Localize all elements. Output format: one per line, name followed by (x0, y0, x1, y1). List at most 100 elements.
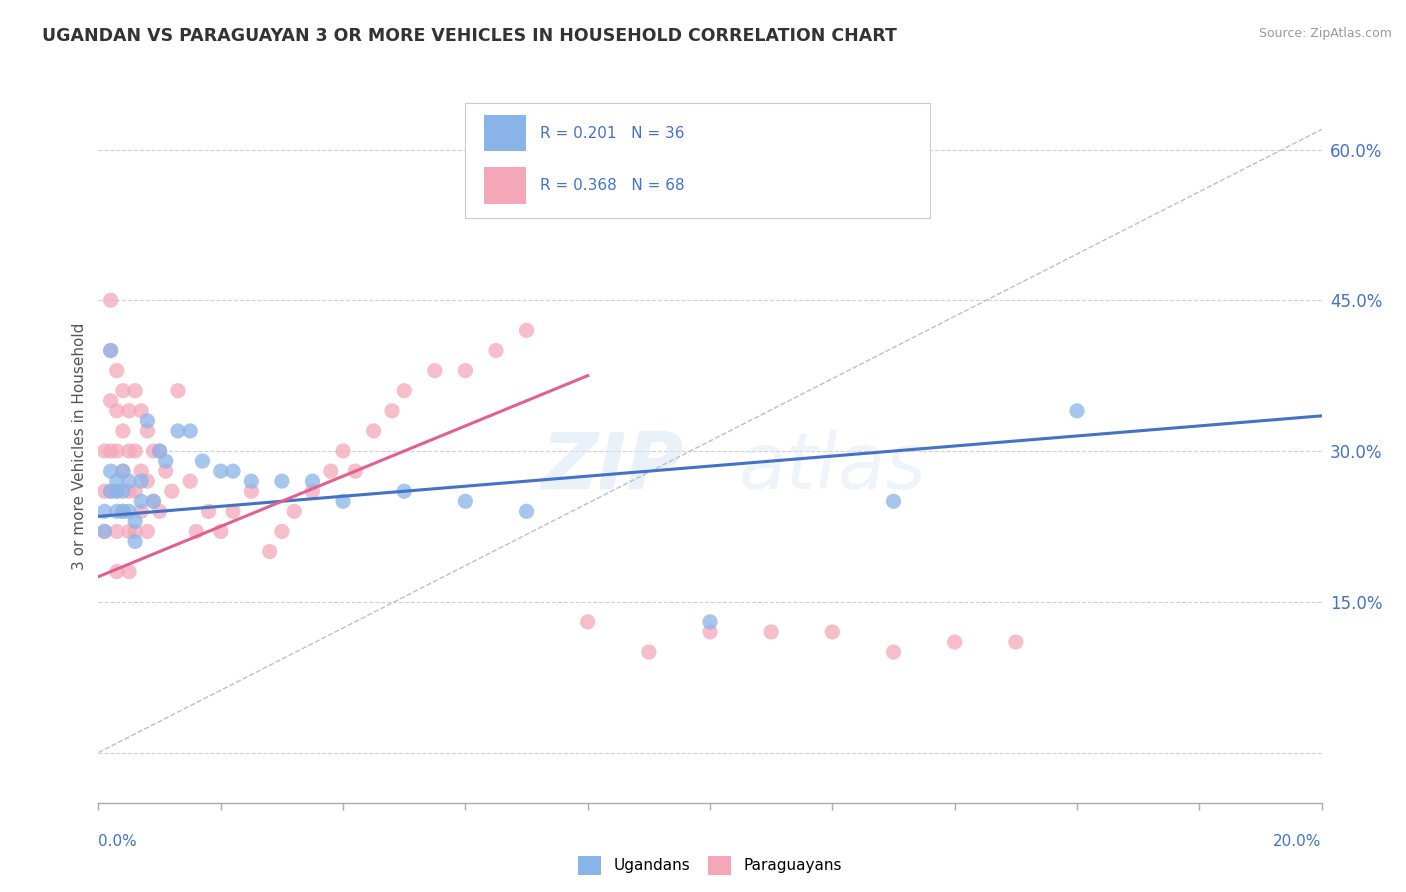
Point (381, 404, 404, 418)
Point (943, 635, 966, 649)
Text: 20.0%: 20.0% (1274, 834, 1322, 849)
Point (124, 384, 146, 398)
Point (699, 624, 721, 639)
Point (100, 444, 122, 458)
Text: Source: ZipAtlas.com: Source: ZipAtlas.com (1258, 27, 1392, 40)
Point (100, 484, 122, 499)
Point (1066, 404, 1088, 418)
Point (93, 484, 115, 499)
Point (100, 343, 122, 358)
Point (759, 624, 782, 639)
Point (124, 444, 146, 458)
Point (240, 474, 263, 488)
Point (136, 414, 159, 428)
Point (118, 444, 141, 458)
Point (301, 484, 323, 499)
Point (191, 454, 214, 468)
Point (423, 363, 446, 377)
Point (240, 484, 263, 499)
Point (270, 474, 292, 488)
Point (118, 565, 141, 579)
Point (142, 494, 165, 508)
Point (142, 444, 165, 458)
Point (883, 494, 905, 508)
Point (118, 524, 141, 539)
Point (105, 524, 128, 539)
Point (100, 484, 122, 499)
Point (167, 384, 190, 398)
Y-axis label: 3 or more Vehicles in Household: 3 or more Vehicles in Household (72, 322, 87, 570)
Legend: Ugandans, Paraguayans: Ugandans, Paraguayans (572, 850, 848, 880)
Point (332, 494, 354, 508)
Point (155, 464, 177, 478)
Point (167, 424, 190, 438)
Point (197, 504, 219, 518)
Point (576, 615, 599, 629)
Text: ZIP: ZIP (541, 429, 683, 506)
Point (105, 404, 128, 418)
Point (111, 484, 134, 499)
Point (100, 293, 122, 308)
Point (111, 504, 134, 518)
Point (332, 444, 354, 458)
Point (93, 524, 115, 539)
Point (222, 504, 245, 518)
Point (160, 484, 183, 499)
Point (111, 464, 134, 478)
Point (392, 384, 416, 398)
Point (118, 474, 141, 488)
Point (516, 504, 538, 518)
Text: UGANDAN VS PARAGUAYAN 3 OR MORE VEHICLES IN HOUSEHOLD CORRELATION CHART: UGANDAN VS PARAGUAYAN 3 OR MORE VEHICLES… (42, 27, 897, 45)
Point (454, 363, 477, 377)
Point (129, 464, 152, 478)
Point (1004, 635, 1026, 649)
Point (699, 615, 721, 629)
Point (124, 484, 146, 499)
Point (111, 464, 134, 478)
Point (149, 504, 172, 518)
Point (136, 524, 159, 539)
Point (105, 484, 128, 499)
Point (344, 464, 367, 478)
Point (118, 504, 141, 518)
Point (149, 444, 172, 458)
Text: 0.0%: 0.0% (98, 834, 138, 849)
Point (100, 464, 122, 478)
Point (100, 343, 122, 358)
Point (100, 393, 122, 408)
Point (105, 444, 128, 458)
Point (111, 384, 134, 398)
Point (93, 504, 115, 518)
Point (485, 343, 508, 358)
Point (105, 565, 128, 579)
Point (392, 484, 416, 499)
Point (301, 474, 323, 488)
Point (105, 484, 128, 499)
Point (363, 424, 385, 438)
Point (124, 515, 146, 529)
Point (155, 454, 177, 468)
Point (105, 474, 128, 488)
Point (454, 494, 477, 508)
Point (129, 404, 152, 418)
Point (516, 323, 538, 337)
Point (209, 524, 232, 539)
Point (129, 504, 152, 518)
Point (222, 464, 245, 478)
Point (111, 424, 134, 438)
Point (821, 624, 844, 639)
Point (179, 424, 201, 438)
Point (637, 645, 661, 659)
Point (270, 524, 292, 539)
Point (259, 544, 281, 558)
Text: atlas: atlas (738, 429, 927, 506)
Point (136, 424, 159, 438)
Point (129, 494, 152, 508)
Point (186, 524, 208, 539)
Point (124, 524, 146, 539)
Point (136, 474, 159, 488)
Point (118, 484, 141, 499)
Point (93, 524, 115, 539)
Point (319, 464, 342, 478)
Point (118, 404, 141, 418)
